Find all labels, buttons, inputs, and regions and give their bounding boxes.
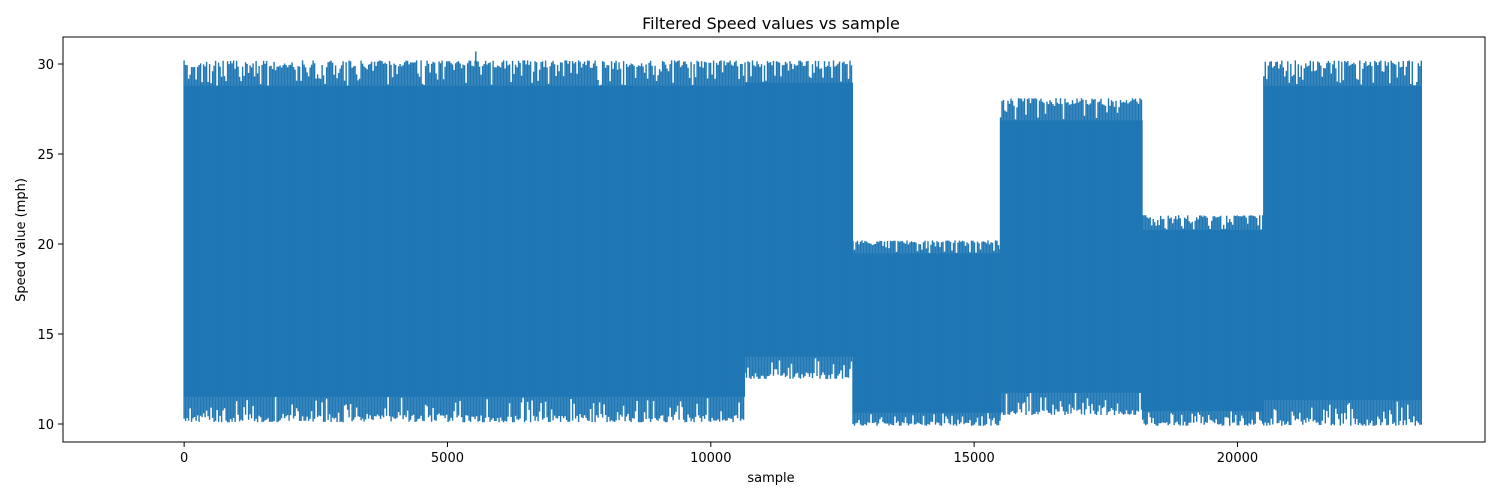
y-tick-label-2: 20 xyxy=(37,238,54,253)
y-tick-label-1: 15 xyxy=(37,328,54,343)
x-tick-label-2: 10000 xyxy=(690,451,731,466)
y-axis: 10 15 20 25 30 xyxy=(37,58,63,433)
x-tick-label-3: 15000 xyxy=(953,451,994,466)
series-layer xyxy=(183,51,1422,426)
plot-frame xyxy=(62,36,1486,443)
y-tick-label-0: 10 xyxy=(37,418,54,433)
series-segment-edges-0 xyxy=(183,60,745,423)
y-axis-label: Speed value (mph) xyxy=(14,178,29,302)
chart-title: Filtered Speed values vs sample xyxy=(642,14,900,33)
x-tick-label-0: 0 xyxy=(180,451,188,466)
series-segment-edges-1 xyxy=(744,60,853,379)
series-segment-edges-3 xyxy=(999,98,1143,415)
series-line-0 xyxy=(183,51,1422,426)
x-tick-label-1: 5000 xyxy=(431,451,464,466)
series-segment-edges-4 xyxy=(1142,215,1264,426)
series-segment-edges-2 xyxy=(852,240,1001,426)
x-tick-label-4: 20000 xyxy=(1217,451,1258,466)
y-tick-label-4: 30 xyxy=(37,58,54,73)
x-axis: 0 5000 10000 15000 20000 xyxy=(180,442,1258,466)
y-tick-label-3: 25 xyxy=(37,148,54,163)
x-axis-label: sample xyxy=(747,471,794,486)
series-segment-edges-5 xyxy=(1263,60,1422,426)
